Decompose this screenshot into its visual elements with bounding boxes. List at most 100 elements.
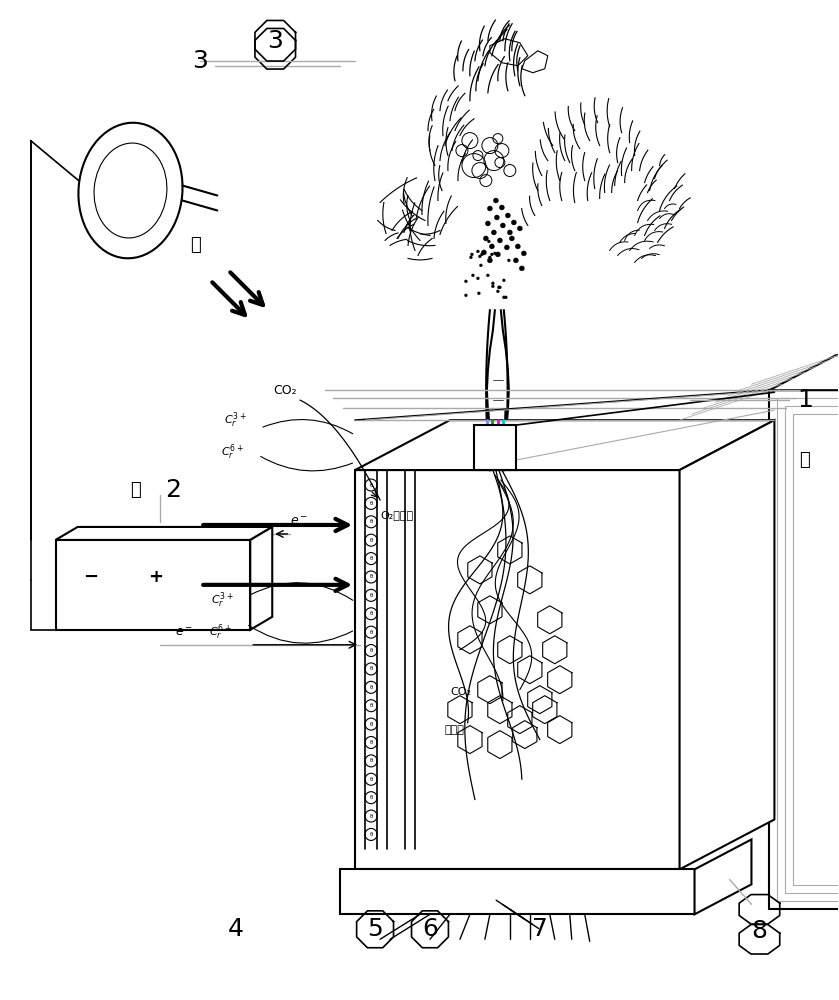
Text: θ: θ — [369, 483, 373, 488]
Circle shape — [503, 296, 505, 299]
Circle shape — [494, 215, 499, 220]
Circle shape — [504, 245, 509, 250]
Circle shape — [498, 238, 503, 243]
Polygon shape — [355, 420, 774, 470]
Text: −: − — [83, 568, 98, 586]
Circle shape — [487, 206, 492, 211]
Text: θ: θ — [369, 556, 373, 561]
Circle shape — [499, 205, 504, 210]
Circle shape — [490, 253, 493, 256]
Circle shape — [498, 286, 502, 289]
Text: $e^-$: $e^-$ — [175, 626, 194, 639]
Text: $e^-$: $e^-$ — [290, 515, 309, 528]
Text: θ: θ — [369, 574, 373, 579]
Circle shape — [486, 221, 490, 226]
Text: θ: θ — [369, 777, 373, 782]
Circle shape — [498, 286, 500, 289]
Circle shape — [472, 274, 474, 277]
Bar — [769, 390, 839, 909]
Text: 4: 4 — [227, 917, 243, 941]
Text: θ: θ — [369, 538, 373, 543]
Text: 3: 3 — [268, 29, 284, 53]
Circle shape — [508, 259, 510, 262]
Circle shape — [471, 253, 473, 256]
Circle shape — [488, 256, 492, 259]
Circle shape — [519, 266, 524, 271]
Circle shape — [483, 236, 488, 241]
Circle shape — [513, 258, 519, 263]
Polygon shape — [680, 420, 774, 869]
Circle shape — [509, 236, 514, 241]
Circle shape — [487, 258, 492, 263]
Bar — [55, 540, 250, 630]
Circle shape — [465, 280, 467, 283]
Text: $C_r^{3+}$: $C_r^{3+}$ — [211, 590, 233, 610]
Text: 1: 1 — [797, 388, 813, 412]
Circle shape — [487, 240, 490, 243]
Text: θ: θ — [369, 795, 373, 800]
Text: θ: θ — [369, 666, 373, 671]
Text: 2: 2 — [165, 478, 181, 502]
Text: 5: 5 — [367, 917, 383, 941]
Circle shape — [465, 294, 467, 297]
Circle shape — [477, 250, 479, 253]
Circle shape — [503, 279, 505, 282]
Polygon shape — [250, 527, 272, 630]
Text: θ: θ — [369, 611, 373, 616]
Text: 光: 光 — [190, 236, 201, 254]
Text: CO₂: CO₂ — [274, 384, 297, 397]
Circle shape — [505, 213, 510, 218]
Circle shape — [492, 282, 494, 285]
Text: 7: 7 — [532, 917, 548, 941]
Text: O₂有机碳: O₂有机碳 — [380, 510, 413, 520]
Circle shape — [518, 226, 523, 231]
Text: 6: 6 — [422, 917, 438, 941]
Text: 8: 8 — [752, 919, 768, 943]
Circle shape — [477, 277, 479, 280]
Text: 水: 水 — [799, 451, 810, 469]
Circle shape — [495, 252, 500, 257]
Polygon shape — [55, 527, 272, 540]
Circle shape — [493, 198, 498, 203]
Circle shape — [521, 251, 526, 256]
Text: θ: θ — [369, 832, 373, 837]
Text: 水: 水 — [130, 481, 141, 499]
Polygon shape — [769, 355, 839, 390]
Text: 有机碳: 有机碳 — [445, 725, 465, 735]
Text: θ: θ — [369, 501, 373, 506]
Text: θ: θ — [369, 685, 373, 690]
Circle shape — [482, 250, 487, 255]
Polygon shape — [695, 839, 752, 914]
Text: $C_r^{3+}$: $C_r^{3+}$ — [224, 410, 247, 430]
Circle shape — [492, 230, 497, 235]
Circle shape — [511, 220, 516, 225]
Text: θ: θ — [369, 630, 373, 635]
Bar — [355, 470, 680, 869]
Circle shape — [487, 274, 489, 277]
Bar — [474, 425, 516, 470]
Circle shape — [477, 292, 481, 295]
Bar — [340, 869, 695, 914]
Text: $C_r^{6+}$: $C_r^{6+}$ — [221, 442, 243, 462]
Circle shape — [478, 255, 482, 258]
Circle shape — [489, 244, 494, 249]
Circle shape — [493, 252, 497, 255]
Circle shape — [500, 223, 505, 228]
Text: θ: θ — [369, 758, 373, 763]
Text: θ: θ — [369, 740, 373, 745]
Bar — [785, 406, 839, 893]
Circle shape — [479, 264, 482, 267]
Text: θ: θ — [369, 722, 373, 727]
Circle shape — [492, 285, 494, 288]
Text: 3: 3 — [192, 49, 208, 73]
Text: θ: θ — [369, 593, 373, 598]
Text: $C_r^{6+}$: $C_r^{6+}$ — [209, 622, 232, 642]
Circle shape — [515, 244, 520, 249]
Circle shape — [508, 230, 513, 235]
Circle shape — [497, 290, 499, 293]
Circle shape — [469, 256, 472, 259]
Text: +: + — [148, 568, 163, 586]
Text: θ: θ — [369, 519, 373, 524]
Text: CO₂: CO₂ — [450, 687, 471, 697]
Bar — [794, 414, 839, 885]
